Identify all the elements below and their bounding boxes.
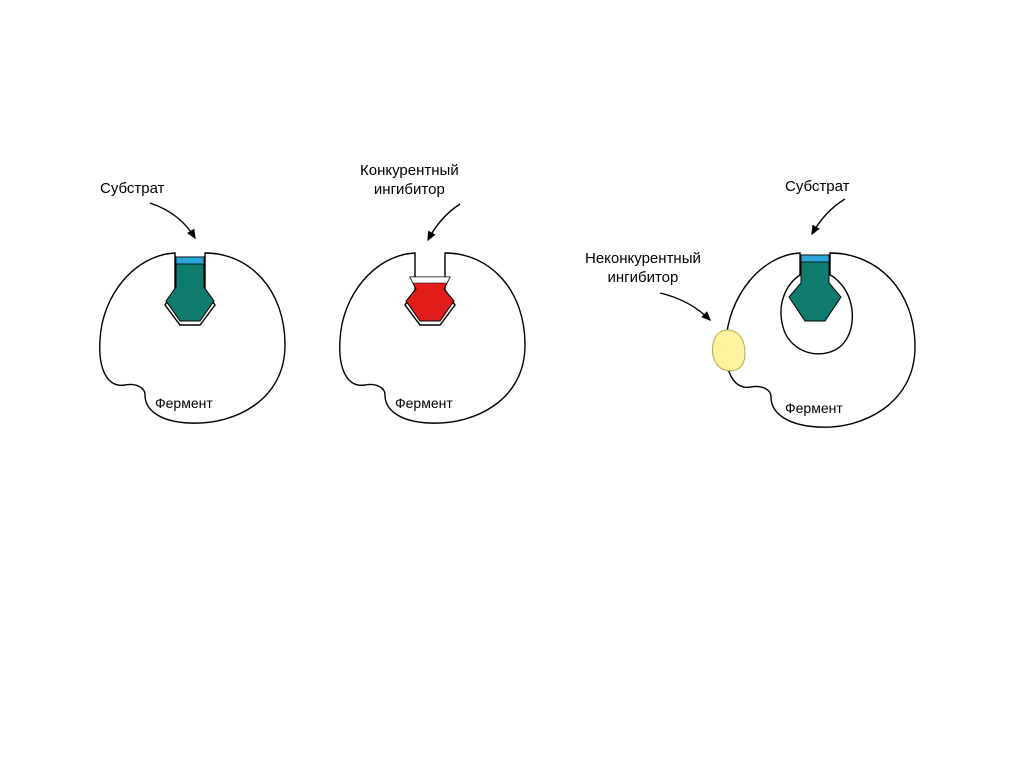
panel-noncompetitive: Субстрат Неконкурентный ингибитор Фер — [645, 180, 965, 460]
substrate-molecule-3 — [789, 255, 841, 321]
label-competitive-text: Конкурентный ингибитор — [360, 162, 459, 198]
competitive-inhibitor-molecule — [406, 277, 454, 321]
substrate-molecule — [166, 257, 214, 321]
enzyme-inhibition-diagram: Субстрат Фермент Конкурентный ингибитор — [40, 180, 980, 480]
enzyme-label-3: Фермент — [785, 400, 843, 416]
label-noncompetitive-text: Неконкурентный ингибитор — [585, 250, 701, 286]
label-competitive: Конкурентный ингибитор — [360, 162, 459, 200]
enzyme-label-2: Фермент — [395, 395, 453, 411]
enzyme-label-1: Фермент — [155, 395, 213, 411]
label-substrate: Субстрат — [100, 180, 165, 197]
noncompetitive-inhibitor-molecule — [712, 330, 745, 371]
panel-substrate: Субстрат Фермент — [80, 180, 310, 460]
panel-competitive: Конкурентный ингибитор Фермент — [320, 180, 550, 460]
label-noncompetitive: Неконкурентный ингибитор — [585, 250, 701, 288]
label-substrate-3: Субстрат — [785, 178, 850, 195]
